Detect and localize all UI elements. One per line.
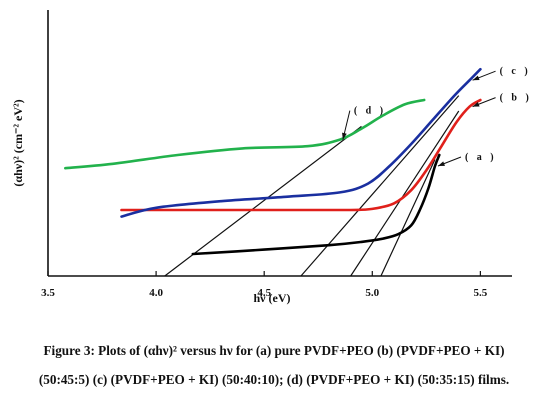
x-tick-label-4.0: 4.0: [149, 287, 163, 299]
figure-caption: Figure 3: Plots of (αhν)² versus hν for …: [0, 336, 548, 394]
series-label-c: ( c ): [500, 66, 531, 77]
x-ticks: 3.5 4.0 4.5 5.0 5.5: [41, 271, 488, 299]
x-tick-label-4.5: 4.5: [257, 287, 271, 299]
tangent-line-b: [350, 110, 460, 277]
x-tick-label-5.5: 5.5: [474, 287, 488, 299]
x-tick-label-3.5: 3.5: [41, 287, 55, 299]
tangent-line-d: [164, 125, 362, 277]
x-axis-title: hν (eV): [253, 291, 290, 305]
tangent-line-a: [380, 159, 436, 277]
callout-arrowhead-c: [472, 75, 480, 81]
series-label-b: ( b ): [500, 93, 532, 104]
callout-arrowhead-b: [472, 101, 480, 107]
series-line-a: [191, 153, 441, 256]
x-tick-label-5.0: 5.0: [365, 287, 379, 299]
y-axis-title: (αhν)² (cm⁻² eV²): [11, 99, 25, 186]
series-line-d: [64, 98, 426, 170]
series-label-d: ( d ): [354, 106, 386, 117]
callout-arrowhead-a: [437, 161, 445, 166]
series-label-a: ( a ): [465, 152, 497, 163]
series-curves: [64, 67, 482, 256]
caption-line-2: (50:45:5) (c) (PVDF+PEO + KI) (50:40:10)…: [38, 372, 510, 387]
tangent-line-c: [300, 95, 460, 277]
series-callouts: ( a ) ( b ) ( c ) ( d ): [342, 66, 532, 167]
series-line-b: [120, 98, 482, 212]
callout-arrowhead-d: [342, 132, 347, 140]
series-line-c: [120, 67, 482, 218]
caption-line-1: Figure 3: Plots of (αhν)² versus hν for …: [43, 343, 505, 358]
